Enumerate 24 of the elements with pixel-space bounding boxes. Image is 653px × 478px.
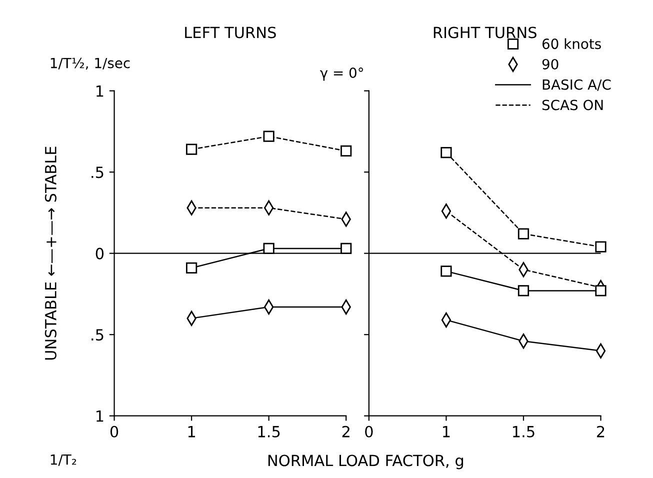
y-tick-label: 0 xyxy=(96,248,104,260)
legend-label: BASIC A/C xyxy=(542,79,611,91)
x-tick-label: 1 xyxy=(188,426,195,438)
chart-title: LEFT TURNS xyxy=(185,26,276,38)
legend-label: SCAS ON xyxy=(542,100,603,110)
x-tick-label: 2 xyxy=(342,426,350,438)
y-tick-label: 1 xyxy=(96,410,104,422)
text: 1/T₂ xyxy=(50,454,76,466)
text: 1/T½, 1/sec xyxy=(50,58,130,70)
x-tick-label: 1 xyxy=(443,426,450,438)
x-axis-title: NORMAL LOAD FACTOR, g xyxy=(268,454,464,470)
legend-label: 90 xyxy=(542,58,558,70)
x-tick-label: 0 xyxy=(365,426,373,438)
y-axis-title: UNSTABLE ←—+—→ STABLE xyxy=(44,146,56,360)
y-tick-label: .5 xyxy=(92,166,104,178)
text: γ = 0° xyxy=(320,68,363,81)
chart-title: RIGHT TURNS xyxy=(434,26,536,38)
legend-label: 60 knots xyxy=(542,38,601,50)
y-tick-label: .5 xyxy=(92,329,104,341)
x-tick-label: 2 xyxy=(597,426,604,438)
x-tick-label: 0 xyxy=(110,426,118,438)
y-tick-label: 1 xyxy=(96,85,104,97)
x-tick-label: 1.5 xyxy=(258,426,280,438)
x-tick-label: 1.5 xyxy=(513,426,534,438)
